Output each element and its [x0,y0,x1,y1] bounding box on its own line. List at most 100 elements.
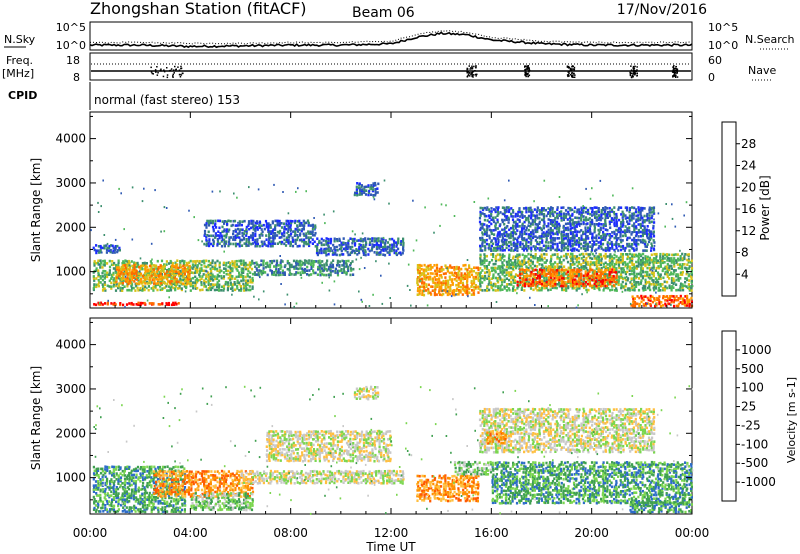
range-cell [643,242,646,246]
range-cell [472,269,475,273]
range-cell [196,264,199,267]
range-cell [283,234,286,238]
range-cell [551,241,554,244]
range-cell [488,234,491,238]
range-cell [160,282,163,285]
range-cell [530,248,533,252]
range-cell [572,231,575,234]
range-cell [589,274,592,278]
range-cell [418,287,421,290]
range-cell [431,279,434,283]
range-cell [376,187,379,190]
range-cell [421,293,424,296]
range-cell [99,246,102,249]
range-cell [245,281,248,285]
range-cell [134,289,137,292]
range-cell [425,285,428,288]
range-cell [466,291,469,294]
range-cell [593,275,596,278]
range-cell [560,246,564,250]
range-cell [591,277,594,280]
range-cell [484,289,487,292]
range-cell [602,265,605,269]
range-cell [122,260,125,263]
range-cell [305,234,308,237]
range-cell [266,273,269,277]
range-cell [578,284,581,288]
range-cell [529,253,533,257]
range-cell [133,267,136,271]
range-cell [373,237,376,240]
range-cell [255,261,258,264]
range-cell [182,274,185,277]
range-cell [571,218,574,222]
range-cell [205,223,208,227]
range-cell [644,261,647,264]
range-cell [509,234,513,238]
range-cell [156,259,159,263]
range-cell [114,267,117,271]
range-cell [194,264,197,267]
range-cell [633,230,636,233]
range-cell [307,262,310,265]
range-cell [521,276,524,280]
range-cell [518,264,521,268]
range-cell [215,226,218,229]
range-cell [101,303,104,306]
range-cell [659,255,662,258]
range-cell [320,241,323,245]
range-cell [170,280,173,283]
range-cell [551,265,554,268]
range-cell [613,232,616,236]
range-cell [181,278,184,282]
range-cell [523,215,526,218]
range-cell [360,246,363,249]
range-cell [490,244,493,248]
range-cell [568,216,572,220]
range-cell [639,226,642,229]
range-cell [501,243,504,246]
range-cell [258,233,261,237]
range-cell [427,291,430,295]
range-cell [637,259,640,262]
range-cell [588,270,591,273]
range-cell [302,227,305,231]
range-cell [604,210,607,213]
range-cell [298,222,301,225]
range-cell [679,277,682,280]
range-cell [644,249,647,252]
range-cell [114,277,117,280]
range-cell [144,282,147,285]
range-cell [514,265,517,268]
range-cell [612,218,615,222]
range-cell [481,227,484,230]
range-cell [580,208,583,211]
range-cell [631,224,634,227]
range-cell [635,214,638,218]
range-cell [435,274,439,277]
range-cell [169,288,173,292]
range-cell [646,234,649,238]
range-cell [514,226,517,230]
range-cell [320,267,324,270]
range-cell [472,277,475,281]
range-cell [610,270,613,274]
range-cell [270,240,273,243]
range-cell [659,284,662,288]
range-cell [516,218,519,221]
range-cell [672,286,675,289]
range-cell [482,276,485,280]
range-cell [475,271,478,275]
range-cell [198,261,201,265]
range-cell [630,218,633,222]
range-cell [115,282,118,286]
range-cell [244,267,247,271]
range-cell [488,271,491,274]
range-cell [126,284,129,288]
range-cell [620,267,623,270]
range-cell [386,251,389,254]
range-cell [574,216,577,219]
range-cell [450,271,453,275]
range-cell [659,252,662,256]
range-cell [321,273,324,276]
